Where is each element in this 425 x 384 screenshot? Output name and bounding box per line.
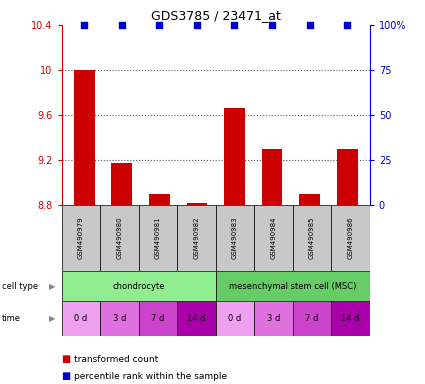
Text: GSM490985: GSM490985 xyxy=(309,217,315,259)
Bar xyxy=(254,301,293,336)
Point xyxy=(193,22,200,28)
Bar xyxy=(331,205,370,271)
Bar xyxy=(177,205,215,271)
Bar xyxy=(337,149,357,205)
Text: 3 d: 3 d xyxy=(113,314,126,323)
Text: ■: ■ xyxy=(62,371,71,381)
Text: GSM490979: GSM490979 xyxy=(78,217,84,260)
Bar xyxy=(299,194,320,205)
Text: GSM490982: GSM490982 xyxy=(193,217,199,259)
Bar xyxy=(74,70,94,205)
Text: percentile rank within the sample: percentile rank within the sample xyxy=(74,372,227,381)
Text: 0 d: 0 d xyxy=(74,314,88,323)
Point xyxy=(306,22,313,28)
Text: ▶: ▶ xyxy=(49,314,55,323)
Text: 7 d: 7 d xyxy=(151,314,164,323)
Bar xyxy=(262,149,282,205)
Text: GSM490980: GSM490980 xyxy=(116,217,122,260)
Text: ■: ■ xyxy=(62,354,71,364)
Text: 14 d: 14 d xyxy=(187,314,206,323)
Point xyxy=(118,22,125,28)
Bar xyxy=(111,162,132,205)
Bar xyxy=(215,205,254,271)
Text: cell type: cell type xyxy=(2,281,38,291)
Bar xyxy=(215,301,254,336)
Text: 14 d: 14 d xyxy=(341,314,360,323)
Bar xyxy=(139,205,177,271)
Point xyxy=(344,22,351,28)
Text: 3 d: 3 d xyxy=(267,314,280,323)
Text: GSM490984: GSM490984 xyxy=(270,217,276,259)
Point xyxy=(81,22,88,28)
Bar xyxy=(331,301,370,336)
Point xyxy=(231,22,238,28)
Text: mesenchymal stem cell (MSC): mesenchymal stem cell (MSC) xyxy=(229,281,357,291)
Bar xyxy=(224,108,245,205)
Text: GSM490981: GSM490981 xyxy=(155,217,161,260)
Text: 0 d: 0 d xyxy=(228,314,241,323)
Bar xyxy=(139,301,177,336)
Bar xyxy=(149,194,170,205)
Bar xyxy=(293,205,331,271)
Bar xyxy=(100,205,139,271)
Text: chondrocyte: chondrocyte xyxy=(112,281,165,291)
Text: GSM490986: GSM490986 xyxy=(348,217,354,260)
Bar xyxy=(100,301,139,336)
Bar xyxy=(215,271,370,301)
Text: transformed count: transformed count xyxy=(74,354,159,364)
Text: time: time xyxy=(2,314,21,323)
Text: ▶: ▶ xyxy=(49,281,55,291)
Title: GDS3785 / 23471_at: GDS3785 / 23471_at xyxy=(151,9,280,22)
Text: GSM490983: GSM490983 xyxy=(232,217,238,260)
Text: 7 d: 7 d xyxy=(305,314,319,323)
Point xyxy=(269,22,275,28)
Bar xyxy=(187,203,207,205)
Point xyxy=(156,22,163,28)
Bar xyxy=(177,301,215,336)
Bar xyxy=(62,205,100,271)
Bar xyxy=(293,301,331,336)
Bar xyxy=(254,205,293,271)
Bar xyxy=(62,271,215,301)
Bar xyxy=(62,301,100,336)
